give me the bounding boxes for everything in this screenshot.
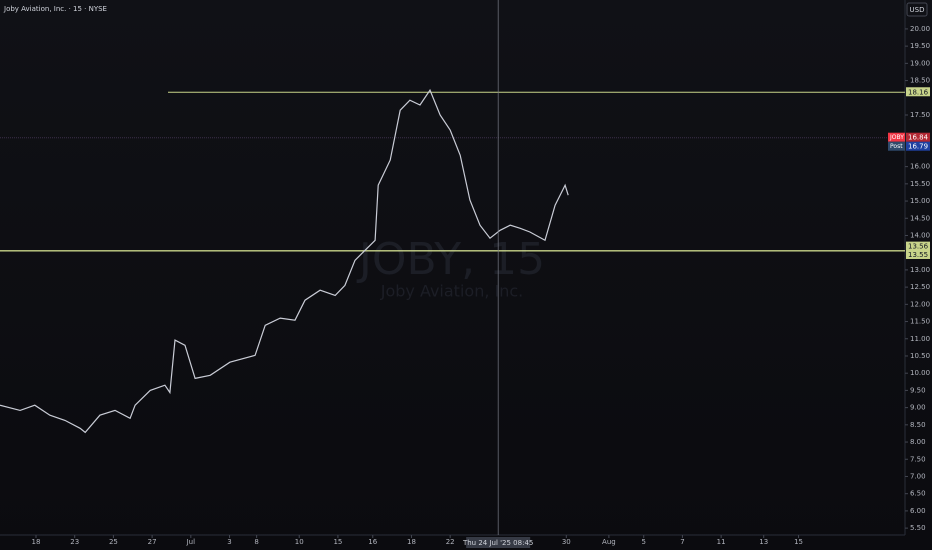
y-tick-label: 6.00 bbox=[910, 507, 926, 515]
x-tick-label: 22 bbox=[446, 538, 455, 546]
chart-title: Joby Aviation, Inc. · 15 · NYSE bbox=[3, 5, 107, 13]
x-tick-label: 10 bbox=[295, 538, 304, 546]
y-tick-label: 9.50 bbox=[910, 386, 926, 394]
level-badge-label: 13.56 bbox=[908, 243, 929, 251]
level-badge bbox=[906, 249, 930, 259]
last-price-tag bbox=[888, 132, 905, 142]
last-price-tag-label: JOBY bbox=[889, 134, 904, 141]
x-tick-label: 18 bbox=[32, 538, 41, 546]
y-tick-label: 15.50 bbox=[910, 180, 930, 188]
x-tick-label: 11 bbox=[717, 538, 726, 546]
y-tick-label: 16.00 bbox=[910, 163, 930, 171]
y-tick-label: 8.50 bbox=[910, 421, 926, 429]
x-tick-label: 5 bbox=[641, 538, 645, 546]
price-line bbox=[0, 88, 569, 434]
crosshair-label: Thu 24 Jul '25 08:45 bbox=[462, 539, 533, 547]
level-badge bbox=[906, 241, 930, 251]
watermark-name: Joby Aviation, Inc. bbox=[380, 282, 524, 301]
x-tick-label: 27 bbox=[148, 538, 157, 546]
y-tick-label: 12.50 bbox=[910, 283, 930, 291]
x-tick-label: 3 bbox=[227, 538, 231, 546]
post-price-value: 16.79 bbox=[908, 143, 928, 151]
y-tick-label: 13.00 bbox=[910, 266, 930, 274]
x-tick-label: 15 bbox=[794, 538, 803, 546]
post-price-badge bbox=[906, 141, 930, 151]
y-tick-label: 11.00 bbox=[910, 335, 930, 343]
level-badge-label: 18.16 bbox=[908, 88, 929, 96]
y-tick-label: 17.50 bbox=[910, 111, 930, 119]
y-tick-label: 6.50 bbox=[910, 490, 926, 498]
x-tick-label: Aug bbox=[602, 538, 616, 546]
currency[interactable]: USD bbox=[910, 6, 925, 14]
post-price-tag bbox=[888, 141, 905, 151]
y-tick-label: 10.00 bbox=[910, 369, 930, 377]
x-tick-label: 13 bbox=[759, 538, 768, 546]
x-tick-label: 30 bbox=[562, 538, 571, 546]
currency-box[interactable] bbox=[906, 2, 928, 17]
y-tick-label: 20.00 bbox=[910, 25, 930, 33]
crosshair-badge bbox=[466, 537, 531, 548]
last-price-value: 16.84 bbox=[908, 134, 929, 142]
level-badge bbox=[906, 87, 930, 97]
y-tick-label: 7.00 bbox=[910, 472, 926, 480]
y-tick-label: 5.50 bbox=[910, 524, 926, 532]
y-tick-label: 14.50 bbox=[910, 214, 930, 222]
x-tick-label: 15 bbox=[333, 538, 342, 546]
y-tick-label: 15.00 bbox=[910, 197, 930, 205]
x-tick-label: 16 bbox=[368, 538, 377, 546]
x-tick-label: 23 bbox=[70, 538, 79, 546]
x-tick-label: 25 bbox=[109, 538, 118, 546]
y-tick-label: 19.50 bbox=[910, 42, 930, 50]
level-badge-label: 13.55 bbox=[908, 251, 928, 259]
y-tick-label: 10.50 bbox=[910, 352, 930, 360]
x-tick-label: 18 bbox=[407, 538, 416, 546]
x-tick-label: Jul bbox=[186, 538, 196, 546]
y-tick-label: 14.00 bbox=[910, 231, 930, 239]
y-tick-label: 12.00 bbox=[910, 300, 930, 308]
x-tick-label: 7 bbox=[680, 538, 684, 546]
watermark-symbol: JOBY, 15 bbox=[356, 234, 545, 285]
y-tick-label: 18.50 bbox=[910, 77, 930, 85]
post-price-tag-label: Post bbox=[890, 143, 903, 150]
y-tick-label: 19.00 bbox=[910, 59, 930, 67]
y-tick-label: 8.00 bbox=[910, 438, 926, 446]
y-tick-label: 9.00 bbox=[910, 404, 926, 412]
y-tick-label: 7.50 bbox=[910, 455, 926, 463]
y-tick-label: 11.50 bbox=[910, 318, 930, 326]
last-price-badge bbox=[906, 132, 930, 142]
x-tick-label: 8 bbox=[254, 538, 258, 546]
